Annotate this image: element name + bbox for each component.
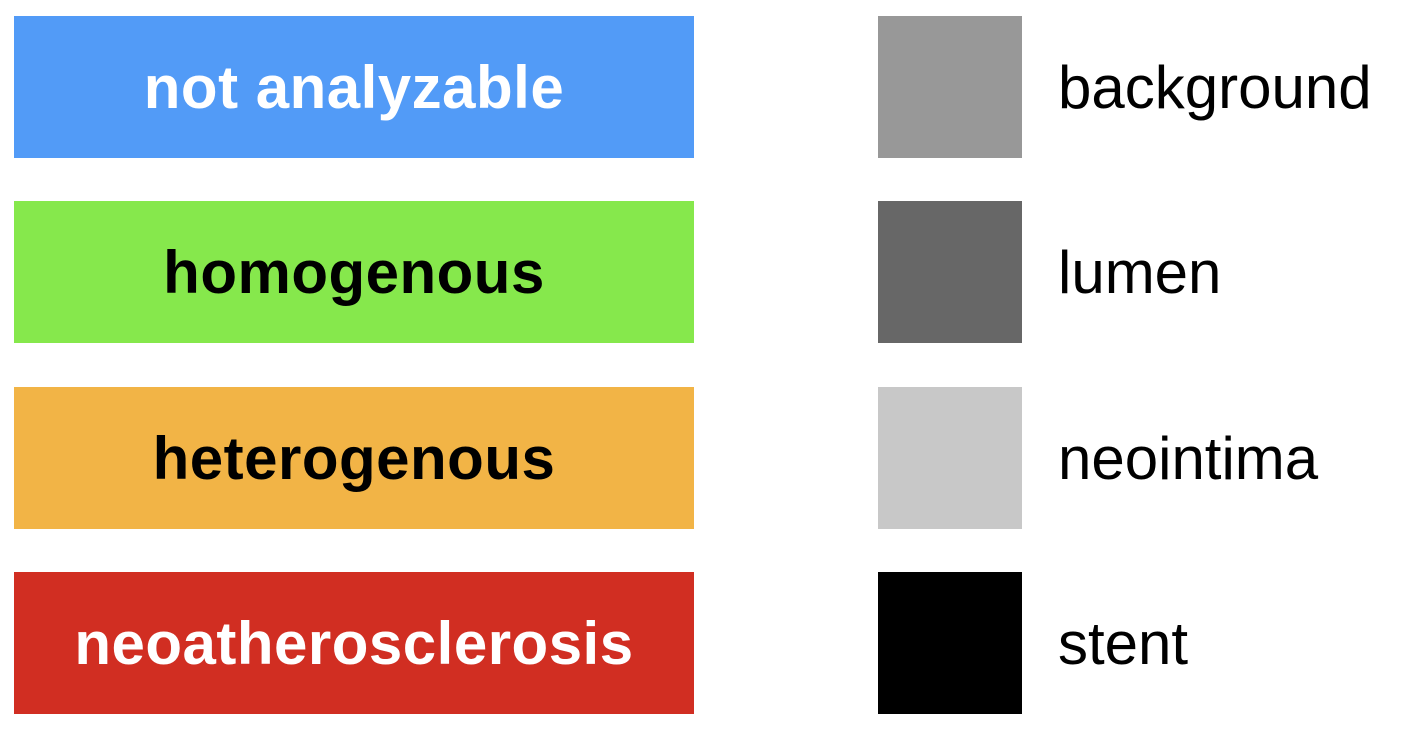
label-lumen: lumen [1058, 238, 1222, 306]
label-neointima: neointima [1058, 424, 1319, 492]
category-not-analyzable: not analyzable [14, 16, 694, 158]
swatch-background [878, 16, 1022, 158]
category-homogenous: homogenous [14, 201, 694, 343]
swatch-neointima [878, 387, 1022, 529]
label-background: background [1058, 53, 1372, 121]
category-neoatherosclerosis: neoatherosclerosis [14, 572, 694, 714]
swatch-lumen [878, 201, 1022, 343]
swatch-stent [878, 572, 1022, 714]
category-heterogenous: heterogenous [14, 387, 694, 529]
label-stent: stent [1058, 609, 1189, 677]
